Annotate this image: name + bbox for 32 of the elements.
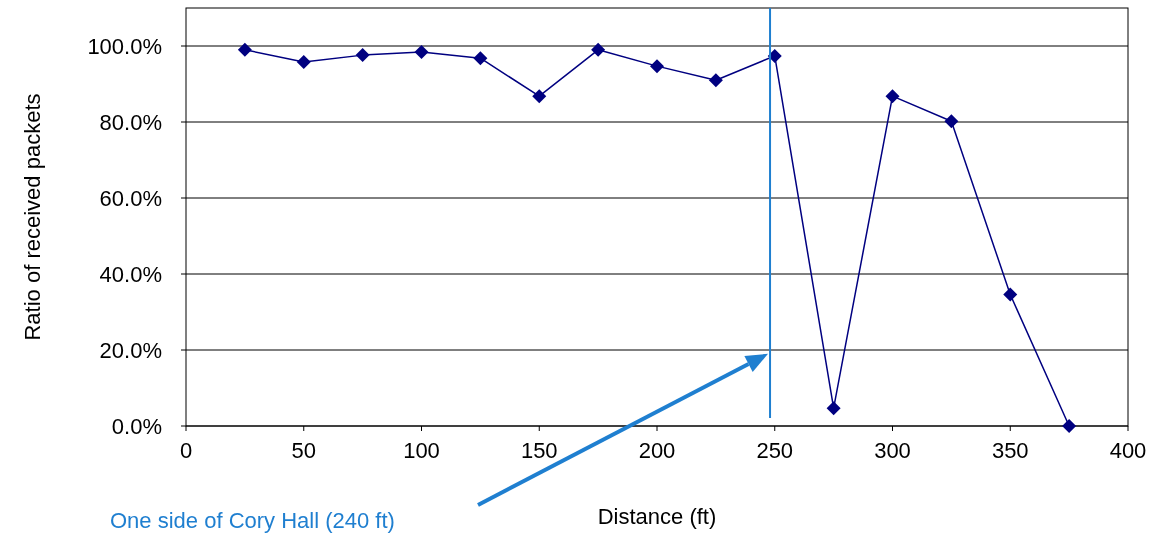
point bbox=[591, 42, 606, 57]
point bbox=[473, 51, 488, 66]
x-tick-label: 200 bbox=[638, 438, 676, 463]
point bbox=[296, 54, 311, 69]
point bbox=[944, 114, 959, 129]
point bbox=[826, 401, 841, 416]
point bbox=[885, 89, 900, 104]
point bbox=[708, 73, 723, 88]
ref-line-label: One side of Cory Hall (240 ft) bbox=[110, 508, 395, 533]
point bbox=[1062, 419, 1077, 433]
x-tick-label: 250 bbox=[756, 438, 794, 463]
x-tick-label: 50 bbox=[291, 438, 316, 463]
point bbox=[355, 48, 370, 63]
y-tick-label: 0.0% bbox=[111, 414, 162, 439]
x-tick-label: 0 bbox=[179, 438, 193, 463]
y-tick-label: 20.0% bbox=[99, 338, 162, 363]
x-tick-label: 150 bbox=[520, 438, 558, 463]
y-axis-title: Ratio of received packets bbox=[20, 93, 45, 341]
point bbox=[414, 45, 429, 60]
y-tick-label: 60.0% bbox=[99, 186, 162, 211]
x-tick-label: 350 bbox=[991, 438, 1029, 463]
y-tick-label: 40.0% bbox=[99, 262, 162, 287]
y-tick-label: 100.0% bbox=[87, 34, 162, 59]
y-tick-label: 80.0% bbox=[99, 110, 162, 135]
point bbox=[1003, 287, 1018, 302]
x-tick-label: 100 bbox=[403, 438, 440, 463]
x-tick-label: 300 bbox=[874, 438, 911, 463]
point bbox=[237, 42, 252, 57]
point bbox=[532, 89, 547, 104]
x-tick-label: 400 bbox=[1109, 438, 1147, 463]
x-axis-title: Distance (ft) bbox=[597, 504, 717, 529]
point bbox=[650, 59, 664, 74]
